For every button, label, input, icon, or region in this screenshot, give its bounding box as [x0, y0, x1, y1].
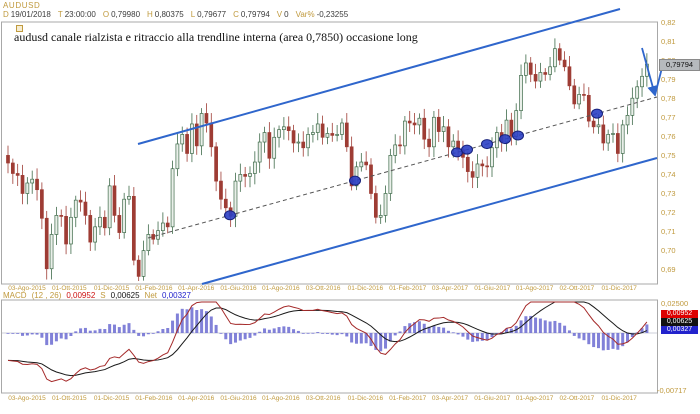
- macd-line: [7, 301, 648, 383]
- date-tick-label: 01-Ago-2017: [515, 395, 554, 402]
- date-tick-label: 02-Ott-2017: [559, 395, 595, 402]
- macd-value: 0,00952: [66, 291, 96, 300]
- price-tick-label: 0,75: [661, 150, 676, 160]
- instrument-symbol: AUDUSD: [3, 1, 41, 10]
- date-tick-label: 03-Apr-2017: [431, 395, 469, 402]
- macd-value-badge: 0,00952: [661, 310, 698, 318]
- ohlc-field-value: 0,80375: [154, 10, 184, 19]
- macd-signal-badge: 0,00625: [661, 318, 698, 326]
- note-anchor-icon[interactable]: [16, 25, 23, 32]
- chart-annotation-text: audusd canale rialzista e ritraccio alla…: [14, 30, 418, 44]
- ohlc-field-value: 0,79980: [111, 10, 141, 19]
- trendline-touch-marker[interactable]: [591, 108, 603, 119]
- ohlc-field-label: T: [57, 10, 63, 19]
- date-tick-label: 01-Giu-2017: [474, 285, 511, 292]
- trendline-touch-marker[interactable]: [499, 134, 511, 145]
- date-tick-label: 01-Apr-2016: [178, 285, 215, 292]
- trendline-touch-marker[interactable]: [481, 139, 493, 150]
- date-tick-label: 01-Ago-2016: [262, 285, 300, 292]
- macd-net-badge: 0,00327: [661, 326, 698, 334]
- date-tick-label: 02-Ott-2017: [559, 285, 595, 292]
- last-price-badge: 0,79794: [659, 58, 700, 71]
- date-tick-label: 01-Giu-2016: [220, 285, 257, 292]
- ohlc-field-value: 19/01/2018: [10, 10, 51, 19]
- date-tick-label: 01-Dic-2017: [601, 285, 637, 292]
- date-tick-label: 03-Apr-2017: [431, 285, 469, 292]
- price-tick-label: 0,73: [661, 188, 676, 198]
- macd-axis-top-label: 0,02500: [661, 299, 689, 308]
- price-tick-label: 0,79: [661, 74, 676, 84]
- ohlc-field-label: H: [147, 10, 153, 19]
- date-tick-label: 01-Ago-2016: [262, 395, 300, 402]
- ohlc-field-value: 0: [284, 10, 289, 19]
- ohlc-field-value: 0,79677: [197, 10, 227, 19]
- macd-pane-border: [1, 299, 658, 394]
- date-tick-label: 01-Apr-2016: [178, 395, 215, 402]
- ohlc-field-value: 0,79794: [240, 10, 270, 19]
- date-tick-label: 01-Feb-2016: [135, 395, 173, 402]
- macd-params: (12 , 26): [31, 291, 62, 300]
- date-tick-label: 01-Ago-2017: [515, 285, 554, 292]
- ohlc-field-label: L: [190, 10, 196, 19]
- date-tick-label: 03-Ago-2015: [8, 395, 46, 402]
- ohlc-field-label: D: [3, 10, 9, 19]
- ohlc-field-value: 23:00:00: [64, 10, 96, 19]
- date-tick-label: 01-Ott-2015: [51, 395, 87, 402]
- date-tick-label: 01-Dic-2016: [347, 395, 384, 402]
- ohlc-field-label: V: [276, 10, 283, 19]
- trendline-touch-marker[interactable]: [451, 147, 463, 158]
- price-tick-label: 0,76: [661, 131, 676, 141]
- price-tick-label: 0,70: [661, 246, 676, 256]
- ohlc-field-label: Var%: [295, 10, 315, 19]
- date-tick-label: 01-Feb-2017: [389, 395, 427, 402]
- ohlc-field-value: -0,23255: [316, 10, 349, 19]
- date-tick-label: 01-Dic-2015: [93, 285, 130, 292]
- channel-upper-line[interactable]: [137, 8, 621, 145]
- macd-axis-bottom-label: -0,00717: [657, 386, 687, 395]
- price-tick-label: 0,72: [661, 208, 676, 218]
- price-tick-label: 0,82: [661, 17, 676, 27]
- price-tick-label: 0,78: [661, 93, 676, 103]
- date-tick-label: 03-Ago-2015: [8, 285, 46, 292]
- macd-signal-value: 0,00625: [110, 291, 140, 300]
- macd-histogram: [6, 307, 649, 352]
- candles: [6, 38, 649, 282]
- trendline-touch-marker[interactable]: [349, 175, 361, 186]
- price-pane-border: [1, 21, 658, 285]
- price-tick-label: 0,77: [661, 112, 676, 122]
- price-tick-label: 0,74: [661, 169, 676, 179]
- macd-name: MACD: [3, 291, 27, 300]
- pullback-arrow[interactable]: [641, 47, 658, 97]
- price-tick-label: 0,69: [661, 265, 676, 275]
- trendline-touch-marker[interactable]: [461, 144, 473, 155]
- ohlc-status-row: D 19/01/2018 T 23:00:00 O 0,79980 H 0,80375 L 0,7…: [3, 10, 348, 19]
- price-tick-label: 0,81: [661, 36, 676, 46]
- channel-lower-line[interactable]: [201, 157, 658, 285]
- date-tick-label: 01-Feb-2016: [135, 285, 173, 292]
- ohlc-field-label: O: [102, 10, 110, 19]
- date-tick-label: 03-Ott-2016: [305, 285, 341, 292]
- macd-indicator-header: MACD (12 , 26) 0,00952 S 0,00625 Net 0,00327: [3, 291, 196, 300]
- date-tick-label: 01-Feb-2017: [389, 285, 427, 292]
- date-tick-label: 03-Ott-2016: [305, 395, 341, 402]
- date-tick-label: 01-Giu-2016: [220, 395, 257, 402]
- date-tick-label: 01-Giu-2017: [474, 395, 511, 402]
- trendline-touch-marker[interactable]: [224, 210, 236, 221]
- macd-signal-label: S: [100, 291, 106, 300]
- date-tick-label: 01-Dic-2015: [93, 395, 130, 402]
- trendline-touch-marker[interactable]: [512, 130, 524, 141]
- macd-signal-line: [7, 301, 648, 377]
- macd-net-value: 0,00327: [162, 291, 191, 300]
- ohlc-field-label: C: [233, 10, 239, 19]
- price-tick-label: 0,71: [661, 227, 676, 237]
- date-tick-label: 01-Dic-2016: [347, 285, 384, 292]
- macd-net-label: Net: [144, 291, 157, 300]
- date-tick-label: 01-Ott-2015: [51, 285, 87, 292]
- date-tick-label: 01-Dic-2017: [601, 395, 637, 402]
